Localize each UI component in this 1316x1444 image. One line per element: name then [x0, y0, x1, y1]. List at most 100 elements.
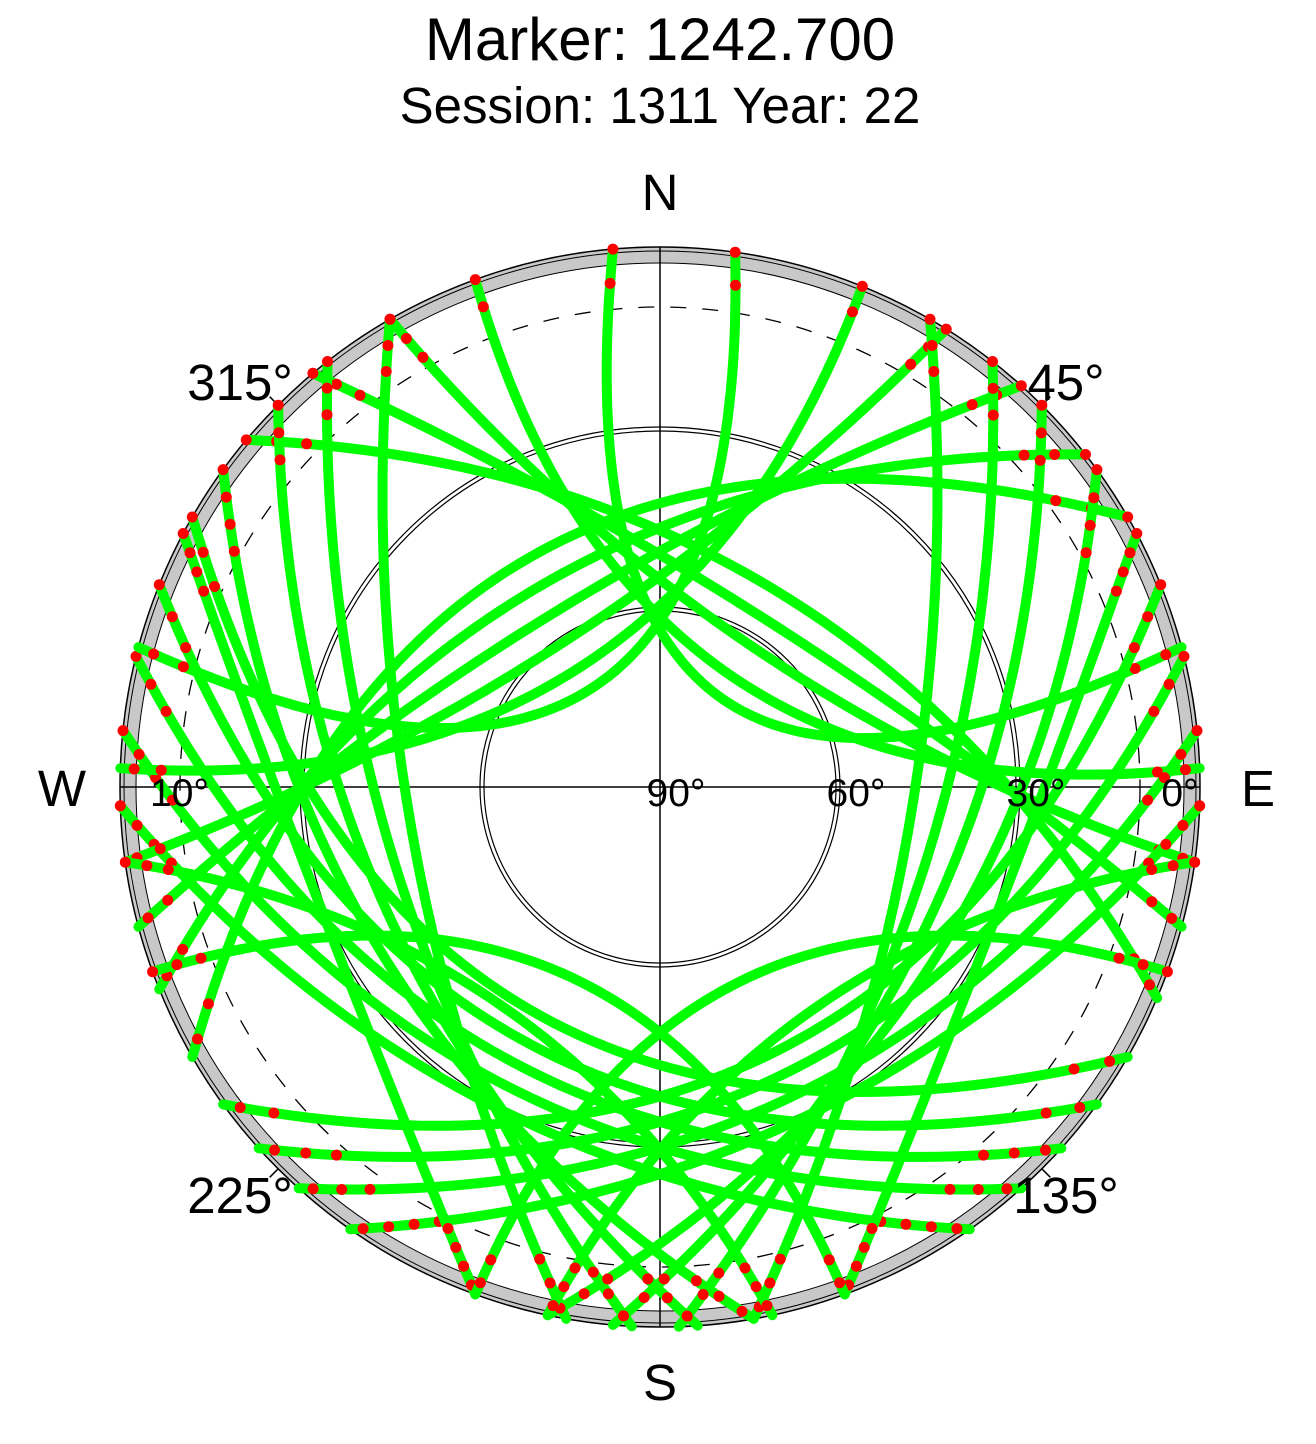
- low-elevation-point: [177, 528, 189, 539]
- low-elevation-point: [186, 511, 198, 523]
- low-elevation-point: [739, 1262, 751, 1274]
- low-elevation-point: [1050, 495, 1062, 507]
- chart-title: Marker: 1242.700: [425, 6, 895, 73]
- azimuth-label-135: 135°: [1013, 1167, 1119, 1224]
- low-elevation-point: [1035, 427, 1047, 439]
- low-elevation-point: [142, 912, 154, 924]
- low-elevation-point: [690, 1275, 702, 1287]
- low-elevation-point: [240, 434, 252, 446]
- low-elevation-point: [301, 438, 313, 450]
- low-elevation-point: [384, 313, 396, 325]
- satellite-track-23: [273, 400, 703, 1331]
- low-elevation-point: [177, 661, 189, 673]
- low-elevation-point: [192, 1033, 203, 1045]
- low-elevation-point: [1018, 449, 1030, 461]
- satellite-track-18: [253, 651, 1189, 1162]
- elevation-label-30: 30°: [1007, 772, 1066, 815]
- low-elevation-point: [307, 367, 319, 379]
- low-elevation-point: [1124, 547, 1136, 559]
- low-elevation-point: [1166, 912, 1178, 924]
- low-elevation-point: [642, 1273, 654, 1285]
- low-elevation-point: [128, 763, 140, 775]
- low-elevation-point: [905, 358, 917, 370]
- low-elevation-point: [364, 1183, 376, 1195]
- low-elevation-point: [1122, 511, 1134, 523]
- low-elevation-point: [198, 585, 210, 597]
- low-elevation-point: [322, 356, 333, 367]
- low-elevation-point: [1177, 819, 1189, 831]
- low-elevation-point: [408, 1218, 420, 1230]
- low-elevation-point: [681, 1310, 693, 1322]
- low-elevation-point: [131, 819, 143, 831]
- low-elevation-point: [1068, 1063, 1080, 1075]
- low-elevation-point: [474, 1277, 486, 1289]
- low-elevation-point: [321, 409, 333, 421]
- low-elevation-point: [272, 399, 284, 411]
- low-elevation-point: [162, 894, 174, 906]
- azimuth-tick-135: [1041, 1168, 1051, 1178]
- low-elevation-point: [321, 382, 333, 394]
- low-elevation-point: [966, 399, 978, 411]
- low-elevation-point: [713, 1267, 725, 1279]
- satellite-track-9: [118, 725, 1027, 1195]
- low-elevation-point: [380, 366, 392, 377]
- low-elevation-point: [1144, 979, 1155, 991]
- low-elevation-point: [171, 959, 183, 971]
- satellite-track-29: [542, 464, 1102, 1321]
- low-elevation-point: [1040, 1144, 1051, 1156]
- low-elevation-point: [274, 454, 286, 466]
- low-elevation-point: [450, 1241, 462, 1253]
- low-elevation-point: [383, 1221, 395, 1233]
- low-elevation-point: [184, 547, 196, 559]
- low-elevation-point: [544, 1277, 556, 1289]
- low-elevation-point: [224, 518, 236, 530]
- low-elevation-point: [602, 1273, 614, 1285]
- low-elevation-point: [928, 366, 940, 377]
- satellite-track-16: [187, 473, 1133, 1062]
- low-elevation-point: [155, 764, 167, 776]
- satellite-track-28: [607, 400, 1047, 1330]
- low-elevation-point: [1113, 952, 1125, 964]
- low-elevation-point: [331, 1149, 342, 1161]
- low-elevation-point: [197, 546, 209, 558]
- low-elevation-point: [166, 794, 178, 806]
- low-elevation-point: [141, 860, 153, 872]
- low-elevation-point: [1040, 1107, 1052, 1119]
- low-elevation-point: [177, 943, 189, 955]
- azimuth-label-45: 45°: [1027, 354, 1104, 411]
- low-elevation-point: [1015, 380, 1027, 392]
- low-elevation-point: [730, 279, 741, 291]
- low-elevation-point: [1180, 764, 1191, 776]
- low-elevation-point: [925, 1221, 937, 1233]
- low-elevation-point: [1128, 642, 1140, 654]
- low-elevation-point: [569, 1262, 581, 1274]
- low-elevation-point: [924, 313, 936, 325]
- low-elevation-point: [1080, 547, 1092, 559]
- low-elevation-point: [978, 1149, 989, 1161]
- low-elevation-point: [209, 581, 221, 592]
- low-elevation-point: [417, 351, 429, 363]
- low-elevation-point: [1189, 856, 1201, 868]
- low-elevation-point: [162, 864, 174, 875]
- low-elevation-point: [166, 611, 178, 623]
- low-elevation-point: [114, 800, 126, 812]
- low-elevation-point: [133, 748, 145, 760]
- satellite-track-7: [154, 579, 1102, 1131]
- low-elevation-point: [1008, 1147, 1020, 1159]
- low-elevation-point: [331, 378, 342, 390]
- low-elevation-point: [618, 1310, 629, 1322]
- low-elevation-point: [900, 1218, 912, 1230]
- low-elevation-point: [273, 427, 285, 439]
- low-elevation-point: [1163, 678, 1175, 690]
- low-elevation-point: [1129, 663, 1141, 674]
- low-elevation-point: [972, 1184, 984, 1195]
- low-elevation-point: [602, 1288, 614, 1300]
- low-elevation-point: [1036, 399, 1048, 411]
- satellite-track-5: [241, 434, 1163, 1003]
- low-elevation-point: [1084, 519, 1096, 531]
- low-elevation-point: [154, 843, 166, 855]
- low-elevation-point: [858, 1241, 870, 1253]
- low-elevation-point: [147, 966, 159, 978]
- low-elevation-point: [1001, 1183, 1013, 1195]
